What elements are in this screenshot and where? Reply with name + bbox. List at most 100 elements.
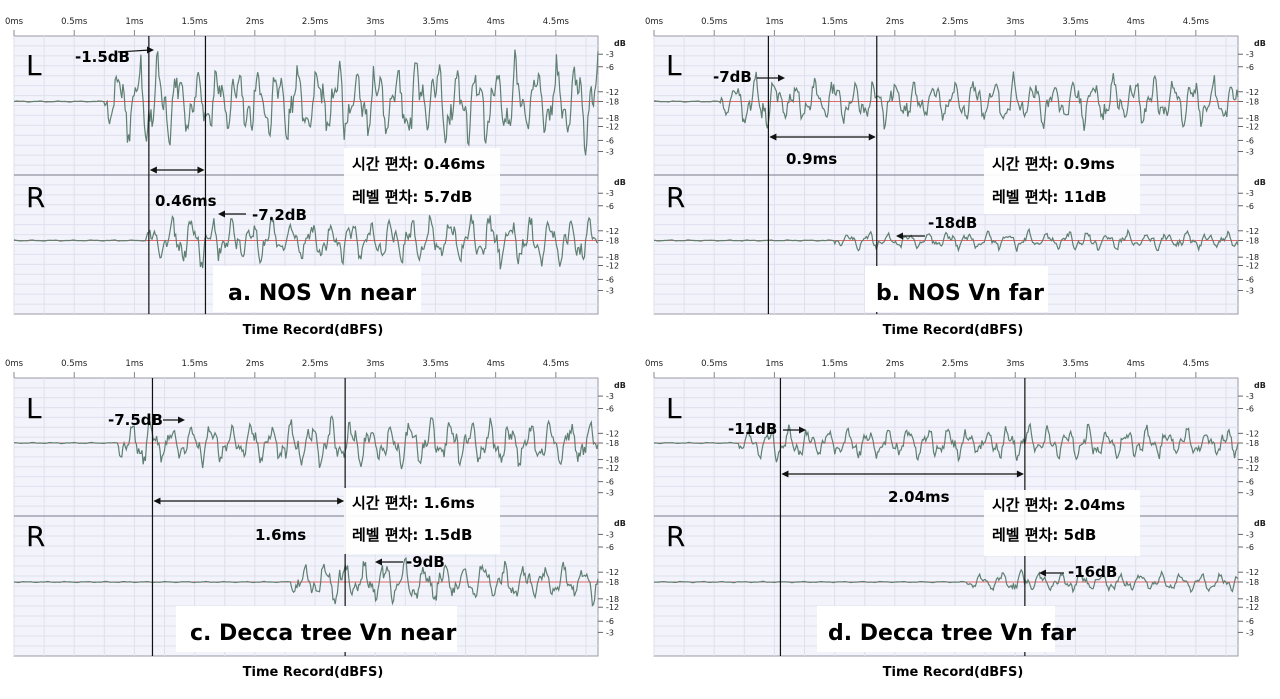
y-tick-label: -6 — [1246, 478, 1254, 487]
y-tick-label: -3 — [1246, 50, 1254, 59]
y-tick-label: -18 — [606, 237, 619, 246]
annotation-arrow-L — [117, 49, 151, 53]
y-tick-label: -3 — [606, 392, 614, 401]
y-unit-label: dB — [614, 381, 626, 390]
panel-d-level-dev: 레벨 편차: 5dB — [992, 526, 1096, 544]
x-tick-label: 0ms — [645, 17, 664, 27]
caption-box — [865, 266, 1048, 312]
panel-a-caption: a. NOS Vn near — [228, 281, 416, 306]
waveform-R — [654, 227, 1239, 253]
y-tick-label: -12 — [1246, 568, 1259, 577]
panel-b-time-dev: 시간 편차: 0.9ms — [992, 155, 1115, 173]
caption-box — [176, 606, 457, 652]
x-tick-label: 2.5ms — [302, 17, 329, 27]
panel-b-ann-L: -7dB — [713, 68, 752, 86]
y-unit-label: dB — [1254, 519, 1266, 528]
panel-c-caption: c. Decca tree Vn near — [190, 621, 456, 646]
horizontal-grid — [14, 45, 598, 166]
waveform-L — [653, 71, 1239, 131]
x-tick-label: 3.5ms — [422, 17, 449, 27]
x-tick-label: 4.5ms — [543, 17, 570, 27]
arrowhead-left — [149, 166, 157, 174]
y-tick-label: -6 — [1246, 405, 1254, 414]
waveform-R — [653, 568, 1239, 594]
y-tick-label: -12 — [606, 262, 619, 271]
x-tick-label: 3ms — [366, 17, 385, 27]
y-tick-label: -18 — [1246, 253, 1259, 262]
panel-b-chart: 0ms 0.5ms 1ms 1.5ms 2ms 2.5ms 3ms 3.5ms 4ms 4.5ms… — [645, 17, 1266, 338]
panel-a-L-label: L — [26, 49, 42, 82]
x-tick-label: 4ms — [1127, 17, 1146, 27]
y-tick-label: -12 — [1246, 262, 1259, 271]
y-tick-label: -18 — [1246, 237, 1259, 246]
y-tick-label: -6 — [606, 405, 614, 414]
y-tick-label: -6 — [606, 543, 614, 552]
y-tick-label: -6 — [606, 202, 614, 211]
y-tick-label: -18 — [1246, 595, 1259, 604]
y-tick-label: -3 — [1246, 189, 1254, 198]
x-tick-label: 1ms — [125, 17, 144, 27]
y-tick-label: -18 — [1246, 456, 1259, 465]
panel-c-L-label: L — [26, 392, 42, 425]
x-tick-label: 3.5ms — [422, 359, 449, 369]
y-tick-label: -12 — [1246, 88, 1259, 97]
arrowhead-left — [769, 133, 777, 141]
x-tick-label: 4.5ms — [1183, 17, 1210, 27]
panel-c-ann-L: -7.5dB — [108, 411, 163, 429]
annotation-arrowhead-R — [218, 210, 225, 218]
y-tick-label: -12 — [606, 603, 619, 612]
y-tick-label: -18 — [606, 595, 619, 604]
x-tick-label: 1.5ms — [182, 359, 209, 369]
y-tick-label: -18 — [606, 439, 619, 448]
panel-b-L-label: L — [666, 49, 682, 82]
waveform-L — [14, 49, 599, 156]
y-tick-label: -3 — [1246, 148, 1254, 157]
y-tick-label: -18 — [1246, 439, 1259, 448]
x-tick-label: 2ms — [246, 359, 265, 369]
panel-c-R-label: R — [26, 520, 45, 553]
x-tick-label: 4ms — [1127, 359, 1146, 369]
y-tick-label: -6 — [1246, 617, 1254, 626]
panel-a-level-dev: 레벨 편차: 5.7dB — [352, 188, 472, 206]
annotation-arrowhead-L — [799, 426, 806, 434]
panel-b-xlabel: Time Record(dBFS) — [883, 323, 1024, 338]
y-tick-label: -6 — [1246, 543, 1254, 552]
panel-c-chart: 0ms 0.5ms 1ms 1.5ms 2ms 2.5ms 3ms 3.5ms 4ms 4.5ms… — [5, 359, 626, 680]
x-tick-label: 2.5ms — [942, 359, 969, 369]
y-tick-label: -12 — [1246, 464, 1259, 473]
x-tick-label: 0.5ms — [701, 359, 728, 369]
x-tick-label: 0ms — [5, 17, 24, 27]
waveform-R — [13, 214, 599, 270]
x-tick-label: 3ms — [1006, 359, 1025, 369]
panel-a-xlabel: Time Record(dBFS) — [243, 323, 384, 338]
x-tick-label: 2ms — [246, 17, 265, 27]
panel-a-diff-label: 0.46ms — [155, 192, 217, 210]
y-tick-label: -6 — [606, 478, 614, 487]
panel-a-time-dev: 시간 편차: 0.46ms — [352, 155, 485, 173]
x-tick-label: 2.5ms — [942, 17, 969, 27]
panel-c-xlabel: Time Record(dBFS) — [243, 665, 384, 680]
x-tick-label: 2.5ms — [302, 359, 329, 369]
y-tick-label: -12 — [1246, 429, 1259, 438]
y-tick-label: -18 — [606, 98, 619, 107]
caption-box — [817, 606, 1055, 652]
waveform-L — [14, 415, 599, 470]
y-tick-label: -6 — [606, 617, 614, 626]
y-tick-label: -18 — [606, 253, 619, 262]
y-tick-label: -3 — [1246, 530, 1254, 539]
panel-a: 0ms 0.5ms 1ms 1.5ms 2ms 2.5ms 3ms 3.5ms 4ms 4.5ms… — [0, 0, 640, 348]
x-tick-label: 3.5ms — [1062, 17, 1089, 27]
panel-c: 0ms 0.5ms 1ms 1.5ms 2ms 2.5ms 3ms 3.5ms 4ms 4.5ms… — [0, 348, 640, 695]
y-tick-label: -3 — [606, 287, 614, 296]
y-tick-label: -12 — [606, 464, 619, 473]
y-tick-label: -12 — [1246, 603, 1259, 612]
y-unit-label: dB — [614, 178, 626, 187]
y-tick-label: -6 — [1246, 136, 1254, 145]
panel-c-ann-R: -9dB — [406, 553, 445, 571]
arrowhead-right — [197, 166, 205, 174]
y-tick-label: -3 — [1246, 628, 1254, 637]
y-tick-label: -12 — [1246, 227, 1259, 236]
y-unit-label: dB — [614, 519, 626, 528]
y-tick-label: -18 — [606, 456, 619, 465]
deviation-box — [344, 488, 500, 554]
